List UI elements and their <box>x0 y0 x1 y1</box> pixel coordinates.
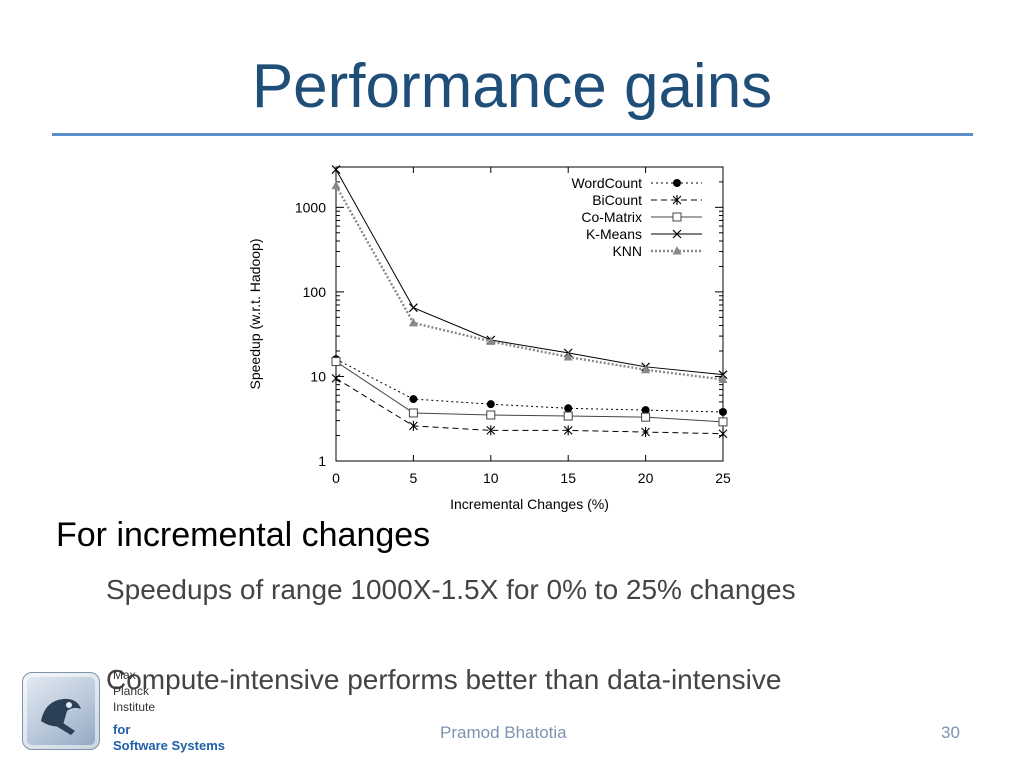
series-line-k-means <box>335 169 724 376</box>
data-point-bicount <box>486 425 496 436</box>
legend-label: Co-Matrix <box>581 209 642 225</box>
logo-text-institute: Institute <box>113 700 156 714</box>
footer-page-number: 30 <box>941 723 960 742</box>
legend-label: KNN <box>612 243 642 259</box>
data-point-co-matrix <box>331 357 341 367</box>
legend-marker <box>672 246 682 255</box>
logo-text-for: for <box>113 722 131 737</box>
y-tick-label: 1 <box>318 453 326 469</box>
bullet-incremental-changes: For incremental changes <box>56 516 431 554</box>
data-point-bicount <box>563 425 573 436</box>
x-tick-label: 15 <box>560 470 576 486</box>
x-tick-label: 10 <box>483 470 499 486</box>
series-line-bicount <box>335 377 724 435</box>
data-point-bicount <box>409 420 418 431</box>
data-point-k-means <box>408 303 418 313</box>
x-tick-label: 0 <box>332 470 340 486</box>
legend-marker <box>672 212 682 222</box>
owl-emblem-icon <box>41 698 81 735</box>
y-tick-label: 10 <box>310 368 326 384</box>
legend-label: WordCount <box>571 175 642 191</box>
data-point-wordcount <box>564 404 573 413</box>
legend-item-co-matrix: Co-Matrix <box>581 209 702 225</box>
bullet-compute-intensive: Compute-intensive performs better than d… <box>106 664 782 695</box>
mpi-sws-logo-icon <box>22 672 100 750</box>
footer-author: Pramod Bhatotia <box>440 723 567 742</box>
data-point-bicount <box>331 373 341 384</box>
data-point-co-matrix <box>563 411 573 421</box>
x-axis-label: Incremental Changes (%) <box>450 496 609 512</box>
legend-marker <box>672 195 682 205</box>
data-point-co-matrix <box>718 417 728 427</box>
series-knn <box>331 180 728 384</box>
legend-label: K-Means <box>586 226 642 242</box>
data-point-bicount <box>718 428 728 439</box>
data-point-co-matrix <box>408 408 418 418</box>
chart-axes <box>335 166 724 462</box>
logo-text-software-systems: Software Systems <box>113 738 225 753</box>
series-line-wordcount <box>335 358 724 413</box>
logo-text-planck: Planck <box>113 684 150 698</box>
legend-marker <box>673 179 681 187</box>
legend-item-bicount: BiCount <box>592 192 702 208</box>
legend-item-wordcount: WordCount <box>571 175 702 191</box>
y-axis-label: Speedup (w.r.t. Hadoop) <box>247 239 263 390</box>
y-tick-label: 100 <box>303 284 327 300</box>
legend-item-k-means: K-Means <box>586 226 702 242</box>
series-co-matrix <box>331 357 728 427</box>
chart-series <box>331 165 728 439</box>
legend-marker <box>672 229 682 239</box>
logo-text-max: Max <box>113 668 136 682</box>
data-point-knn <box>718 374 728 384</box>
x-tick-label: 20 <box>638 470 654 486</box>
bullet-speedup-range: Speedups of range 1000X-1.5X for 0% to 2… <box>106 574 796 605</box>
x-tick-label: 5 <box>410 470 418 486</box>
speedup-line-chart: 0 5 10 15 20 25 1 10 100 1000 WordCountBiCountCo-… <box>247 165 731 512</box>
data-point-wordcount <box>641 406 650 415</box>
x-tick-label: 25 <box>715 470 731 486</box>
data-point-knn <box>563 351 573 361</box>
series-wordcount <box>332 355 727 416</box>
series-line-knn <box>334 185 724 381</box>
data-point-co-matrix <box>641 412 651 422</box>
legend-item-knn: KNN <box>612 243 702 259</box>
y-tick-label: 1000 <box>295 199 326 215</box>
data-point-wordcount <box>486 400 495 409</box>
data-point-knn <box>486 336 496 345</box>
chart-ticks: 0 5 10 15 20 25 1 10 100 1000 <box>295 166 731 486</box>
series-line-co-matrix <box>335 361 724 423</box>
data-point-wordcount <box>409 395 418 404</box>
data-point-knn <box>331 180 341 190</box>
data-point-k-means <box>331 165 341 174</box>
legend-label: BiCount <box>592 192 642 208</box>
slide-title: Performance gains <box>251 52 773 121</box>
data-point-co-matrix <box>486 410 496 420</box>
plot-frame <box>335 166 724 462</box>
series-k-means <box>331 165 728 380</box>
data-point-bicount <box>641 427 650 438</box>
series-bicount <box>331 373 728 439</box>
data-point-knn <box>408 317 418 327</box>
data-point-knn <box>641 364 651 374</box>
title-divider <box>52 133 973 136</box>
data-point-wordcount <box>719 407 727 416</box>
